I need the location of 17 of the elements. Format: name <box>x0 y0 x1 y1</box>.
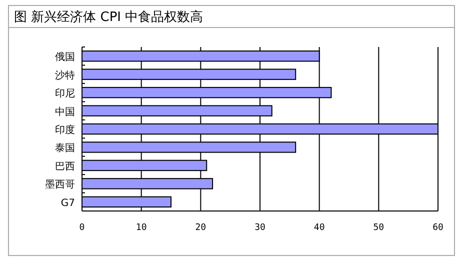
x-tick-label: 0 <box>79 223 85 233</box>
x-tick-label: 10 <box>136 223 147 233</box>
y-tick-label: 印尼 <box>55 88 75 100</box>
y-tick-label: 泰国 <box>55 143 75 154</box>
title: 图 新兴经济体 CPI 中食品权数高 <box>14 10 204 25</box>
x-tick-label: 60 <box>432 223 444 233</box>
x-tick-label: 50 <box>373 223 384 233</box>
y-tick-label: 巴西 <box>55 161 75 172</box>
y-tick-label: 沙特 <box>55 69 75 82</box>
y-tick-label: 俄国 <box>55 51 75 64</box>
y-tick-label: 印度 <box>55 124 75 136</box>
x-tick-label: 30 <box>254 223 266 233</box>
y-tick-label: G7 <box>60 198 75 209</box>
y-tick-label: 中国 <box>55 106 75 118</box>
x-tick-label: 40 <box>314 223 325 233</box>
x-tick-label: 20 <box>195 223 206 233</box>
y-tick-label: 墨西哥 <box>45 180 75 191</box>
